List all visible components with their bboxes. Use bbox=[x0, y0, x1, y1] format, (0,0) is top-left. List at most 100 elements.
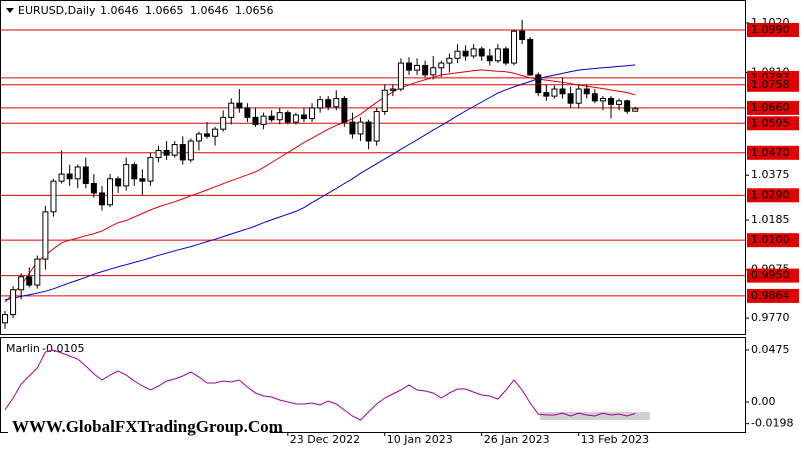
level-label: 1.0595 bbox=[751, 116, 790, 129]
candle-body bbox=[438, 62, 445, 69]
candle-body bbox=[18, 276, 25, 291]
candle-body bbox=[195, 133, 202, 142]
candle-body bbox=[204, 133, 210, 137]
level-label-bg bbox=[747, 100, 799, 115]
candle-body bbox=[317, 99, 324, 109]
candle-body bbox=[519, 30, 526, 40]
candle-body bbox=[583, 88, 590, 95]
x-tick-label: 23 Dec 2022 bbox=[290, 433, 360, 446]
candle-body bbox=[260, 115, 267, 125]
candle-body bbox=[82, 166, 89, 185]
candle-body bbox=[591, 93, 598, 102]
y2-tick-label: -0.0198 bbox=[751, 417, 793, 430]
chart-title: EURUSD,Daily bbox=[18, 4, 96, 17]
candle-body bbox=[365, 121, 372, 142]
level-label-bg bbox=[747, 77, 799, 92]
level-label-bg bbox=[747, 288, 799, 303]
collapse-icon bbox=[6, 8, 14, 13]
watermark: WWW.GlobalFXTradingGroup.Com bbox=[12, 417, 283, 436]
candle-body bbox=[10, 289, 17, 316]
candle-body bbox=[599, 97, 606, 102]
candle-body bbox=[422, 64, 429, 76]
level-label: 0.9864 bbox=[751, 289, 790, 302]
main-panel bbox=[0, 0, 746, 335]
candle-body bbox=[187, 140, 194, 161]
candle-body bbox=[300, 114, 307, 120]
indicator-name: Marlin bbox=[6, 342, 40, 355]
candle-body bbox=[373, 110, 380, 142]
candle-body bbox=[406, 62, 412, 71]
candle-body bbox=[527, 38, 534, 76]
x-tick-label: 10 Jan 2023 bbox=[387, 433, 453, 446]
y2-tick-label: 0.0475 bbox=[751, 343, 790, 356]
candle-body bbox=[244, 107, 251, 118]
candle-body bbox=[212, 128, 219, 137]
candle-body bbox=[616, 100, 623, 105]
candle-body bbox=[624, 100, 631, 112]
candle-body bbox=[139, 178, 146, 182]
candle-body bbox=[333, 97, 340, 108]
level-label-bg bbox=[747, 268, 799, 283]
y-tick-label: 1.0185 bbox=[751, 213, 790, 226]
y2-tick-label: 0.00 bbox=[751, 395, 776, 408]
watermark-bg bbox=[8, 413, 270, 441]
candle-body bbox=[42, 211, 49, 260]
candle-body bbox=[389, 88, 396, 91]
level-label: 1.0990 bbox=[751, 23, 790, 36]
candle-body bbox=[478, 48, 485, 57]
candle-body bbox=[155, 149, 162, 159]
candle-body bbox=[502, 48, 509, 64]
candle-body bbox=[309, 107, 316, 120]
candle-body bbox=[357, 121, 364, 135]
candle-body bbox=[58, 173, 65, 182]
candle-body bbox=[131, 164, 138, 180]
candle-body bbox=[34, 258, 41, 286]
candle-body bbox=[147, 157, 154, 182]
candle-body bbox=[494, 48, 501, 62]
candle-body bbox=[414, 64, 421, 71]
candle-body bbox=[608, 97, 614, 105]
level-label-bg bbox=[747, 116, 799, 131]
level-label-bg bbox=[747, 233, 799, 248]
level-label-bg bbox=[747, 188, 799, 203]
candle-body bbox=[90, 183, 97, 194]
candle-body bbox=[276, 112, 283, 121]
candle-body bbox=[115, 178, 122, 187]
candle-body bbox=[551, 88, 558, 97]
candle-body bbox=[284, 112, 291, 123]
candle-body bbox=[543, 92, 550, 97]
level-label-bg bbox=[747, 145, 799, 160]
candle-body bbox=[454, 50, 461, 59]
level-label: 1.0100 bbox=[751, 233, 790, 246]
candle-body bbox=[559, 88, 566, 95]
candle-body bbox=[575, 88, 582, 104]
header-open: 1.0646 bbox=[100, 4, 139, 17]
candle-body bbox=[236, 102, 243, 109]
header-low: 1.0646 bbox=[190, 4, 229, 17]
candle-body bbox=[341, 97, 348, 123]
candle-body bbox=[632, 108, 639, 112]
candle-body bbox=[2, 314, 8, 324]
level-label: 1.0758 bbox=[751, 78, 790, 91]
candle-body bbox=[107, 178, 114, 206]
candle-body bbox=[268, 115, 275, 121]
candle-body bbox=[349, 121, 356, 135]
candle-body bbox=[179, 144, 186, 161]
candle-body bbox=[430, 67, 437, 76]
candle-body bbox=[470, 48, 477, 57]
candle-body bbox=[220, 116, 227, 130]
level-label: 1.0470 bbox=[751, 146, 790, 159]
candle-body bbox=[535, 74, 542, 94]
candle-body bbox=[74, 166, 81, 180]
candle-body bbox=[171, 144, 178, 156]
moving-average bbox=[4, 69, 636, 303]
y-tick-label: 1.0375 bbox=[751, 168, 790, 181]
x-tick-label: 13 Feb 2023 bbox=[581, 433, 649, 446]
candle-body bbox=[123, 164, 130, 187]
level-label: 0.9950 bbox=[751, 269, 790, 282]
candle-body bbox=[98, 192, 105, 206]
candle-body bbox=[325, 99, 332, 108]
candle-body bbox=[486, 55, 493, 62]
level-label: 1.0290 bbox=[751, 188, 790, 201]
